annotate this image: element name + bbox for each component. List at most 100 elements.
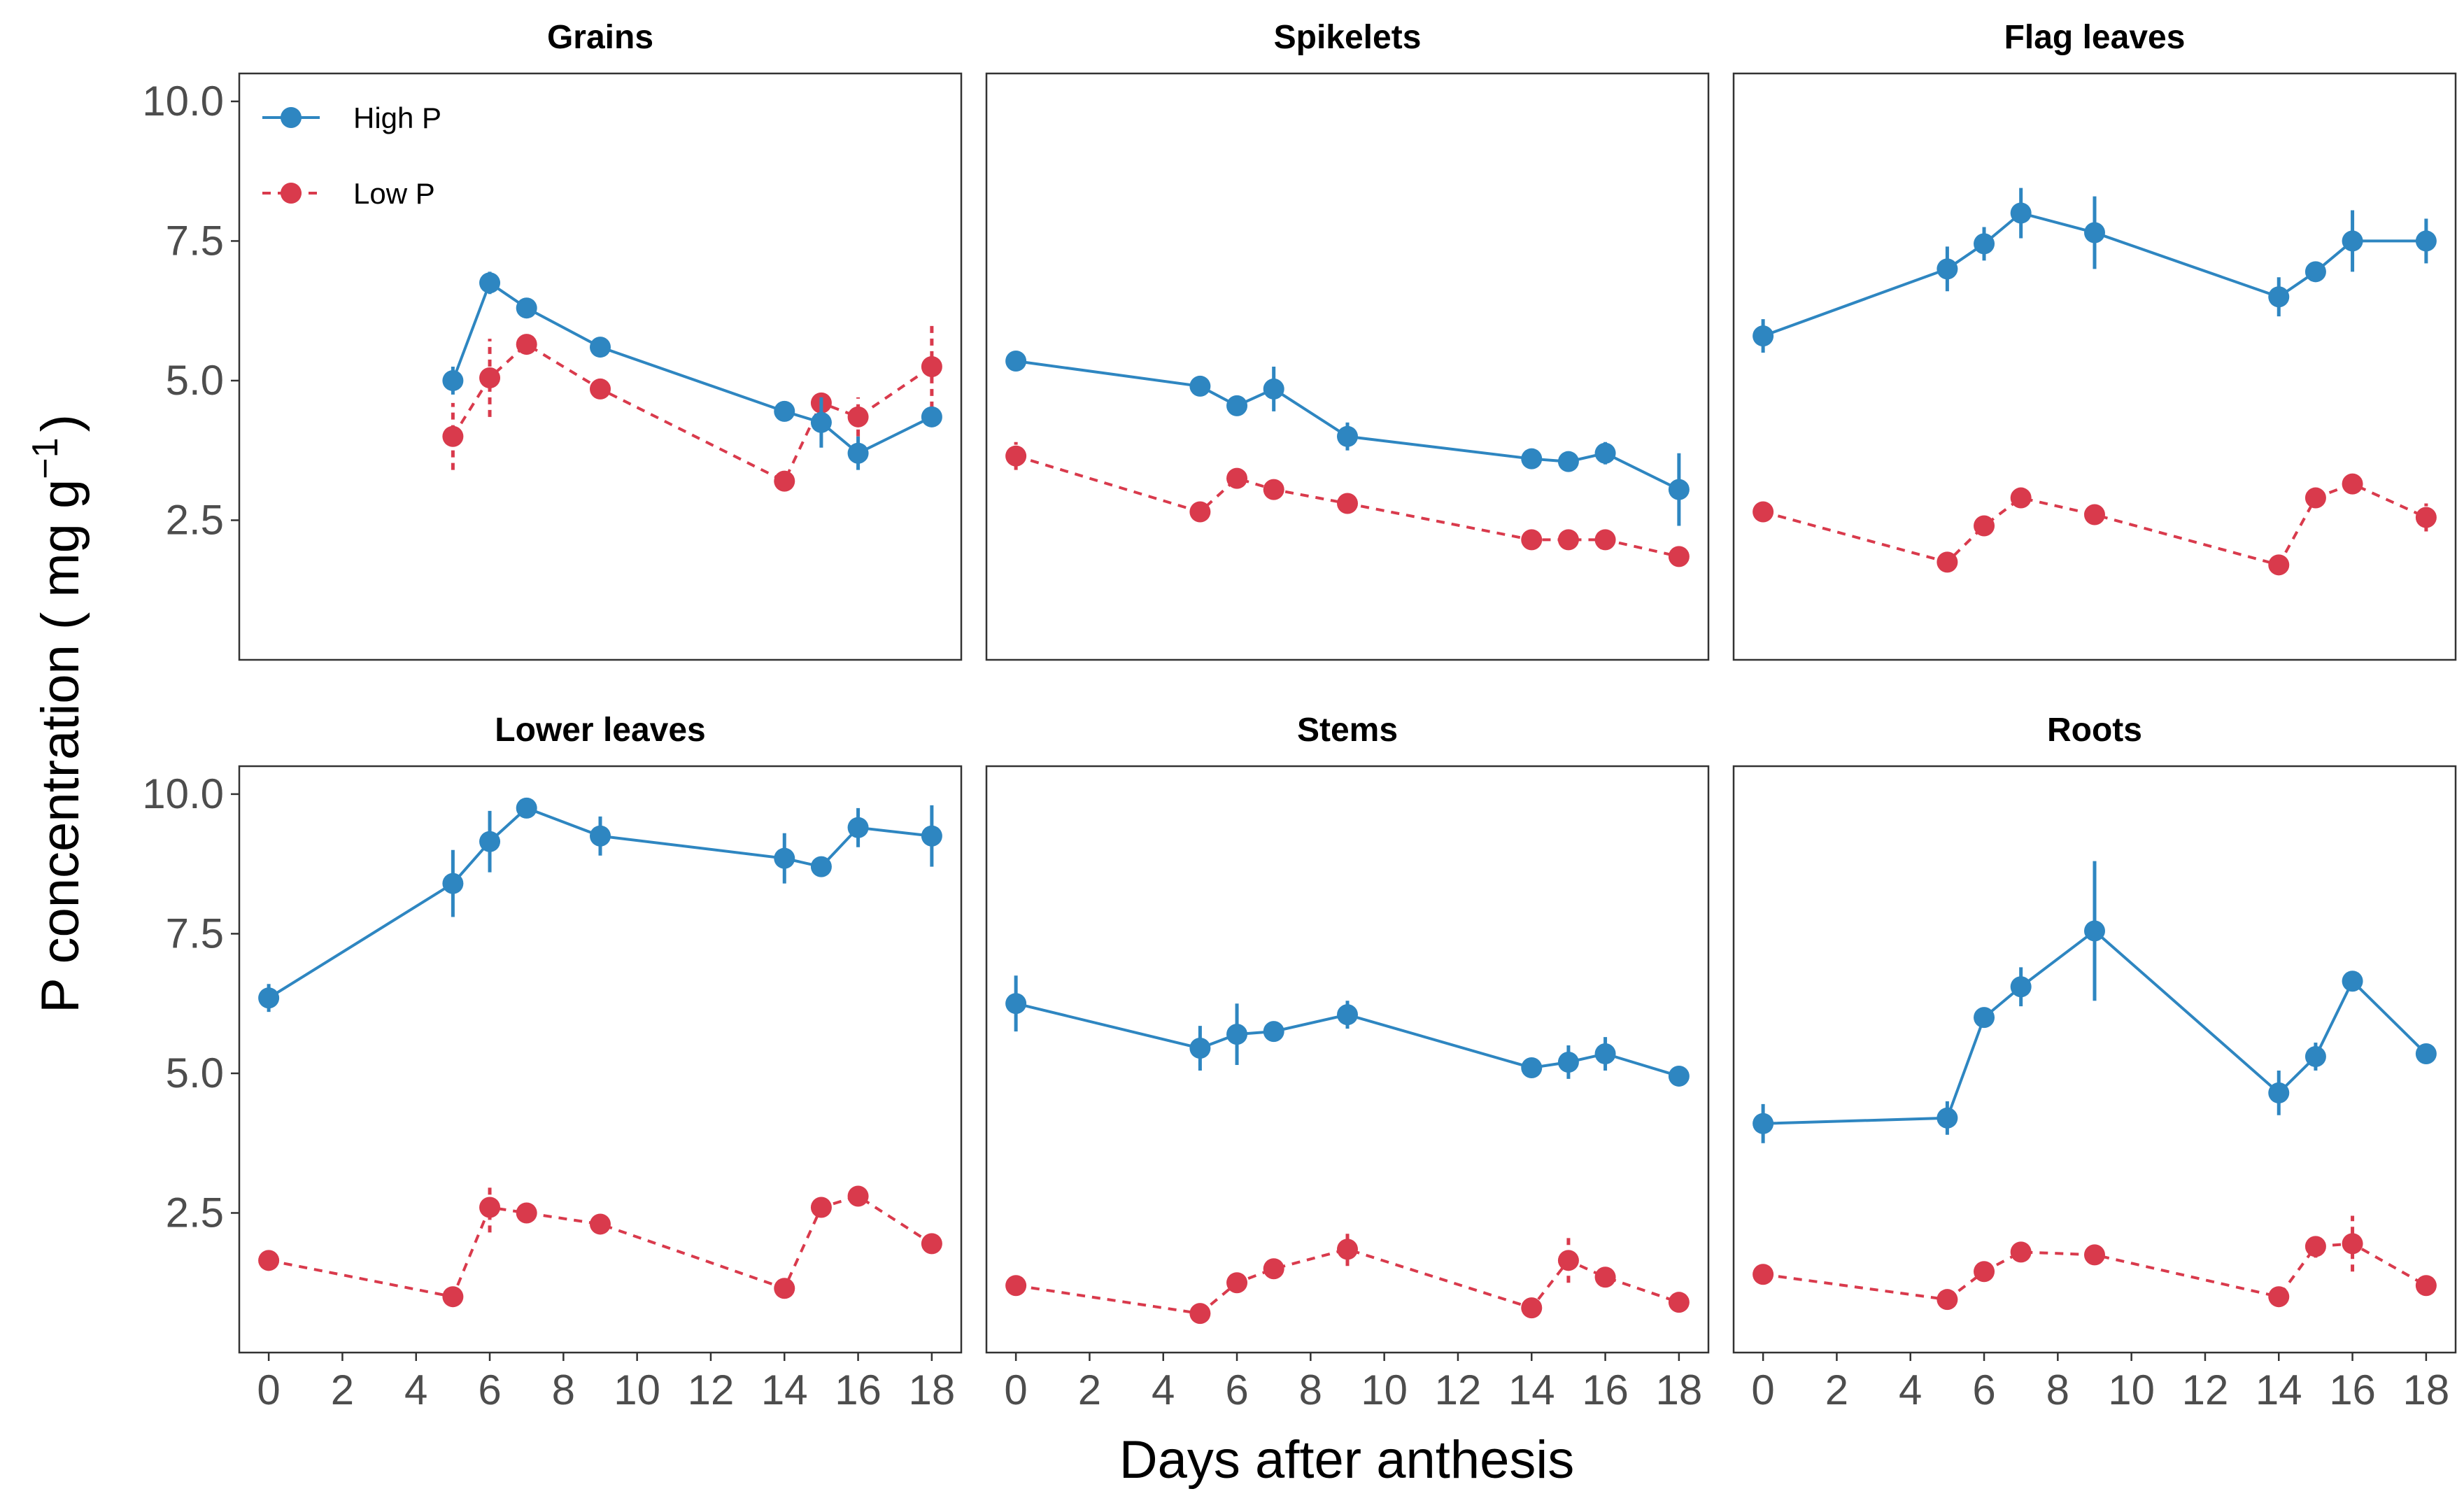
- panel-frame: [985, 765, 1710, 1354]
- data-point: [1226, 1272, 1248, 1294]
- x-tick-label: 6: [1972, 1367, 1995, 1413]
- data-point: [1263, 1021, 1284, 1043]
- panel-roots: Roots 0 2 4 6 8 10 12 14 16 18: [1732, 712, 2457, 1413]
- x-tick-label: 4: [404, 1367, 427, 1413]
- panel-frame: [1732, 72, 2457, 661]
- panel-title: Flag leaves: [2004, 19, 2186, 56]
- data-point: [2342, 473, 2363, 495]
- data-point: [1005, 351, 1027, 372]
- x-tick-label: 16: [1582, 1367, 1629, 1413]
- data-point: [1263, 1258, 1284, 1280]
- data-point: [1521, 448, 1543, 470]
- legend-item-high-p: High P: [262, 101, 441, 134]
- x-tick-label: 2: [1078, 1367, 1101, 1413]
- data-point: [2342, 971, 2363, 992]
- legend-label: Low P: [353, 177, 435, 210]
- data-point: [1668, 1292, 1690, 1313]
- y-tick-label: 10.0: [142, 770, 224, 817]
- data-point: [774, 847, 795, 869]
- panels: Grains 2.5 5.0 7.5 10.0 Spikelets Flag leaves L…: [142, 19, 2457, 1413]
- series-line: [268, 1194, 933, 1299]
- data-point: [1594, 1266, 1616, 1288]
- panel-title: Grains: [547, 19, 653, 56]
- data-point: [2304, 487, 2326, 509]
- y-tick-label: 7.5: [166, 910, 224, 957]
- data-point: [847, 1185, 869, 1207]
- data-point: [1337, 493, 1358, 514]
- legend-marker: [281, 183, 302, 204]
- y-tick-label: 2.5: [166, 1189, 224, 1236]
- x-tick-label: 2: [1825, 1367, 1848, 1413]
- data-point: [1337, 425, 1358, 447]
- panel-frame: [238, 72, 963, 661]
- data-point: [774, 1278, 795, 1299]
- panel-lower-leaves: Lower leaves 2.5 5.0 7.5 10.0 0 2 4 6 8 10 12 14 16 18: [142, 712, 963, 1413]
- x-tick-label: 14: [761, 1367, 808, 1413]
- series-low-p: [1005, 442, 1690, 567]
- data-point: [516, 334, 537, 355]
- series-line: [1762, 482, 2427, 567]
- y-axis-title-close: ): [31, 414, 90, 432]
- data-point: [1263, 479, 1284, 500]
- data-point: [810, 1197, 832, 1218]
- series-high-p: [258, 797, 942, 1012]
- data-point: [2268, 1286, 2290, 1308]
- panel-frame: [238, 765, 963, 1354]
- panel-flag-leaves: Flag leaves: [1732, 19, 2457, 661]
- panel-spikelets: Spikelets: [985, 19, 1710, 661]
- y-tick-label: 7.5: [166, 217, 224, 264]
- data-point: [1936, 1289, 1958, 1311]
- data-point: [442, 425, 464, 447]
- series-low-p: [1005, 1232, 1690, 1325]
- data-point: [1594, 442, 1616, 464]
- data-point: [2010, 487, 2032, 509]
- data-point: [516, 1202, 537, 1224]
- x-tick-label: 12: [688, 1367, 735, 1413]
- series-low-p: [1753, 1215, 2437, 1311]
- data-point: [1936, 1107, 1958, 1129]
- data-point: [921, 406, 942, 428]
- data-point: [847, 406, 869, 428]
- data-point: [1668, 546, 1690, 567]
- x-tick-label: 8: [552, 1367, 575, 1413]
- data-point: [774, 400, 795, 422]
- data-point: [2084, 504, 2105, 525]
- data-point: [1557, 451, 1579, 472]
- data-point: [1974, 515, 1995, 537]
- data-point: [1753, 1264, 1774, 1285]
- panel-title: Lower leaves: [495, 712, 706, 749]
- legend-label: High P: [353, 101, 441, 134]
- series-low-p: [1753, 473, 2437, 576]
- y-axis-title-superscript: −1: [25, 437, 66, 479]
- series-high-p: [1005, 351, 1690, 526]
- data-point: [1974, 233, 1995, 255]
- data-point: [1337, 1239, 1358, 1260]
- y-tick-label: 5.0: [166, 357, 224, 404]
- data-point: [1226, 1024, 1248, 1045]
- y-tick-label: 10.0: [142, 78, 224, 125]
- data-point: [2342, 1233, 2363, 1255]
- data-point: [2415, 1275, 2437, 1297]
- data-point: [1974, 1007, 1995, 1029]
- data-point: [1974, 1261, 1995, 1283]
- legend-marker: [281, 107, 302, 128]
- data-point: [810, 856, 832, 877]
- data-point: [1936, 551, 1958, 573]
- y-axis-title-main: P concentration ( mg g: [31, 479, 90, 1013]
- data-point: [258, 987, 280, 1009]
- data-point: [479, 831, 501, 852]
- data-point: [2304, 261, 2326, 283]
- panel-frame: [1732, 765, 2457, 1354]
- data-point: [2010, 202, 2032, 224]
- data-point: [1005, 445, 1027, 467]
- data-point: [590, 337, 611, 358]
- data-point: [1668, 479, 1690, 500]
- x-tick-label: 6: [478, 1367, 501, 1413]
- legend-item-low-p: Low P: [262, 177, 435, 210]
- x-tick-label: 14: [1508, 1367, 1555, 1413]
- data-point: [1521, 1057, 1543, 1078]
- x-tick-label: 18: [1656, 1367, 1703, 1413]
- data-point: [2415, 507, 2437, 528]
- data-point: [2268, 554, 2290, 576]
- legend: High P Low P: [262, 101, 441, 210]
